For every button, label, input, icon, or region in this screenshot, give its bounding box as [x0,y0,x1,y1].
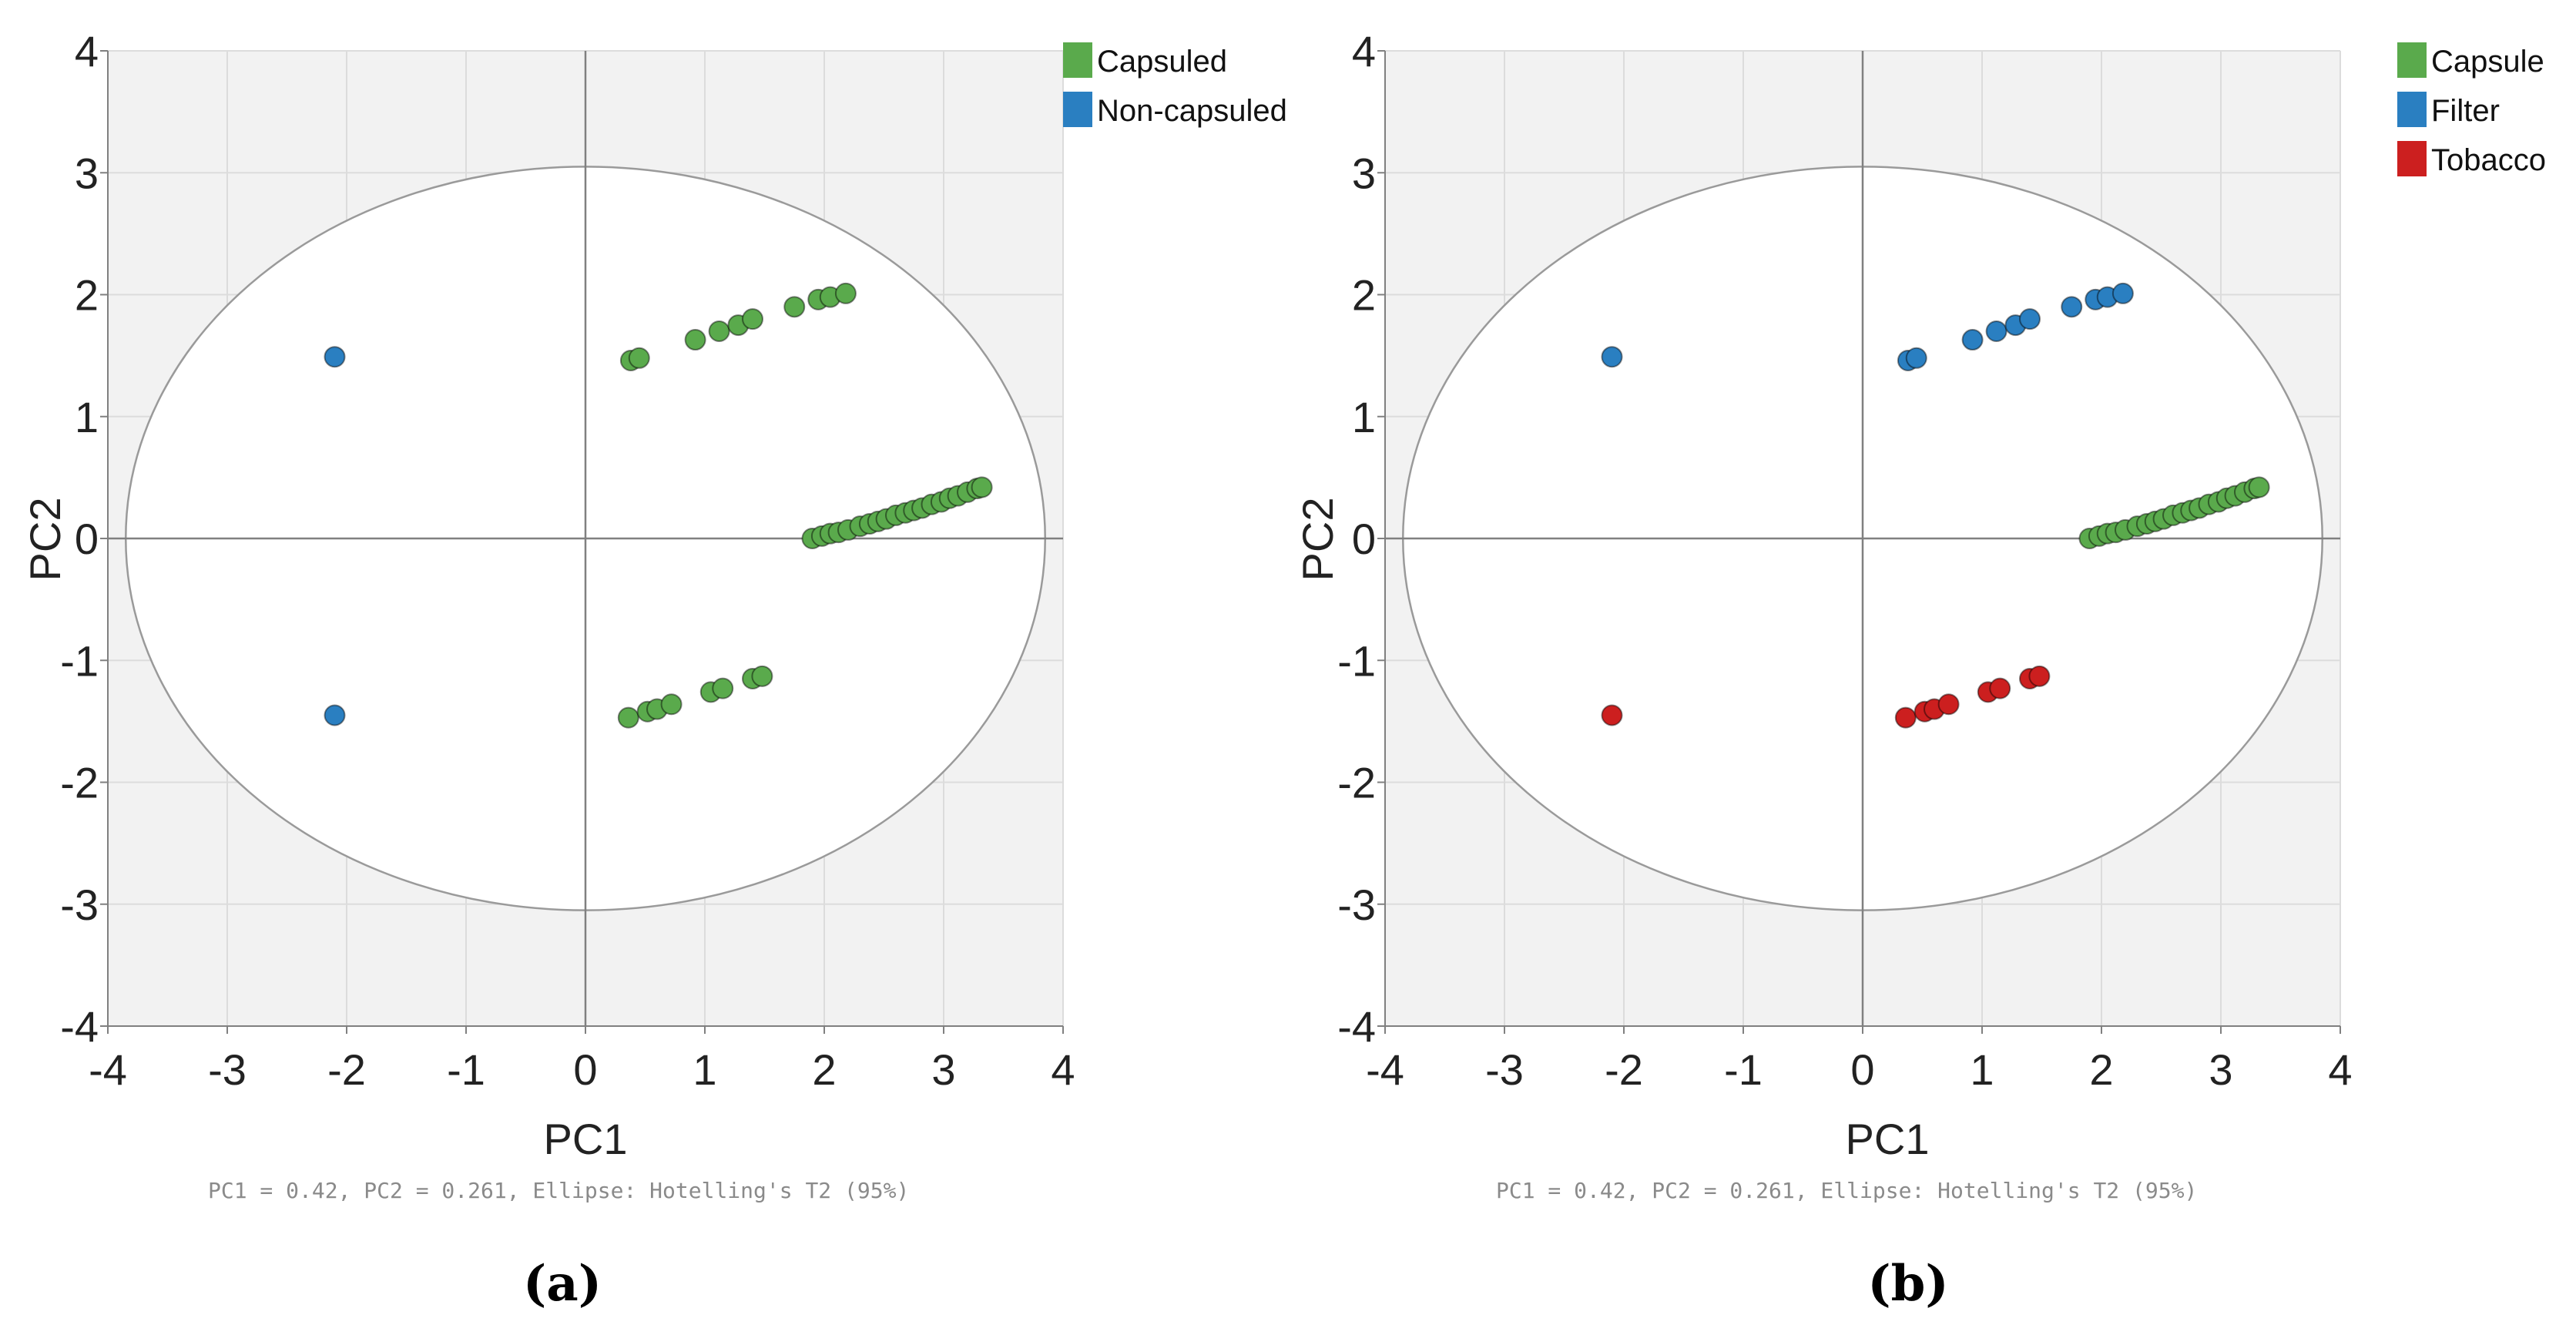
data-point-capsuled[interactable] [628,347,650,369]
y-tick-label: 3 [1352,149,1376,197]
y-tick-label: -2 [60,759,99,807]
x-tick-label: 3 [2209,1045,2232,1094]
legend-swatch [2397,42,2427,78]
x-tick-label: 1 [1970,1045,1994,1094]
y-tick-label: 0 [1352,515,1376,563]
data-point-capsuled[interactable] [617,706,639,729]
data-point-capsuled[interactable] [783,296,806,318]
legend-swatch [1063,92,1092,127]
data-point-tobacco[interactable] [1989,677,2011,699]
data-point-filter[interactable] [2019,308,2041,330]
x-tick-label: 0 [1850,1045,1874,1094]
y-tick-label: -3 [60,880,99,929]
data-point-capsuled[interactable] [834,282,857,304]
data-point-non-capsuled[interactable] [324,346,346,368]
data-point-capsuled[interactable] [751,665,773,687]
y-tick-label: 3 [75,149,99,197]
x-tick-label: 4 [1051,1045,1075,1094]
series-capsuled [617,282,993,729]
y-tick-label: -1 [60,636,99,685]
legend-label: Tobacco [2431,143,2546,177]
y-tick-label: -4 [1337,1002,1376,1051]
y-tick-label: 4 [1352,27,1376,75]
x-tick-label: -4 [89,1045,127,1094]
y-tick-label: -4 [60,1002,99,1051]
data-point-capsuled[interactable] [712,677,734,699]
x-tick-label: 0 [573,1045,597,1094]
data-point-non-capsuled[interactable] [324,704,346,726]
x-tick-label: -1 [1724,1045,1763,1094]
y-tick-label: 2 [1352,271,1376,320]
x-axis-title: PC1 [1846,1115,1930,1163]
series-non-capsuled [324,346,346,726]
legend-label: Filter [2431,94,2500,128]
x-tick-label: 3 [931,1045,955,1094]
panel-b: -4 -3 -2 -1 0 1 2 3 4 -4 -3 -2 -1 0 1 2 3 4 PC1 PC2 PC1 … [1288,0,2576,1335]
pca-score-plot-b: -4 -3 -2 -1 0 1 2 3 4 -4 -3 -2 -1 0 1 2 3 4 PC1 PC2 PC1 … [1293,27,2546,1313]
data-point-filter[interactable] [1961,329,1984,351]
y-tick-label: -1 [1337,636,1376,685]
y-axis-title: PC2 [1293,498,1342,582]
data-point-capsuled[interactable] [684,329,706,351]
x-tick-label: -2 [1605,1045,1643,1094]
legend-label: Capsuled [1097,45,1227,79]
series-tobacco [1601,665,2051,729]
x-tick-label: -3 [1485,1045,1524,1094]
y-tick-label: 2 [75,271,99,320]
x-tick-label: 4 [2328,1045,2352,1094]
data-point-capsuled[interactable] [742,308,763,330]
data-point-tobacco[interactable] [1937,693,1960,716]
y-tick-label: -2 [1337,759,1376,807]
pca-score-plot-a: -4 -3 -2 -1 0 1 2 3 4 -4 -3 -2 -1 0 1 2 3 4 PC1 PC2 PC1 … [21,27,1287,1313]
legend-label: Non-capsuled [1097,94,1287,128]
panel-label: (a) [523,1255,602,1313]
y-tick-label: 1 [1352,393,1376,441]
data-point-filter[interactable] [1601,346,1623,368]
series-filter [1601,282,2134,371]
legend: Capsuled Non-capsuled [1063,42,1287,128]
x-tick-label: -1 [447,1045,485,1094]
data-point-filter[interactable] [2061,296,2083,318]
data-point-filter[interactable] [2111,282,2134,304]
data-point-filter[interactable] [1985,320,2007,342]
legend-swatch [2397,92,2427,127]
data-point-capsuled[interactable] [971,476,993,498]
legend-swatch [1063,42,1092,78]
footnote: PC1 = 0.42, PC2 = 0.261, Ellipse: Hotell… [208,1178,909,1203]
data-point-capsuled[interactable] [708,320,730,342]
x-tick-label: -3 [208,1045,247,1094]
data-point-tobacco[interactable] [1894,706,1917,729]
data-point-tobacco[interactable] [1601,704,1623,726]
series-capsule [2078,476,2270,549]
data-point-tobacco[interactable] [2028,665,2051,687]
x-axis-title: PC1 [544,1115,628,1163]
data-point-capsuled[interactable] [660,693,683,716]
x-tick-label: -2 [327,1045,366,1094]
y-axis-title: PC2 [21,498,69,582]
x-tick-label: -4 [1366,1045,1404,1094]
data-point-capsule[interactable] [2248,476,2270,498]
footnote: PC1 = 0.42, PC2 = 0.261, Ellipse: Hotell… [1496,1178,2197,1203]
panel-a: -4 -3 -2 -1 0 1 2 3 4 -4 -3 -2 -1 0 1 2 3 4 PC1 PC2 PC1 … [21,27,1287,1313]
x-tick-label: 2 [2089,1045,2113,1094]
data-point-filter[interactable] [1905,347,1927,369]
y-tick-label: 4 [75,27,99,75]
y-tick-label: 1 [75,393,99,441]
legend-swatch [2397,141,2427,176]
panel-label: (b) [1867,1255,1948,1313]
y-tick-label: 0 [75,515,99,563]
legend-label: Capsule [2431,45,2544,79]
y-tick-label: -3 [1337,880,1376,929]
legend: Capsule Filter Tobacco [2397,42,2546,177]
x-tick-label: 2 [812,1045,836,1094]
x-tick-label: 1 [693,1045,716,1094]
